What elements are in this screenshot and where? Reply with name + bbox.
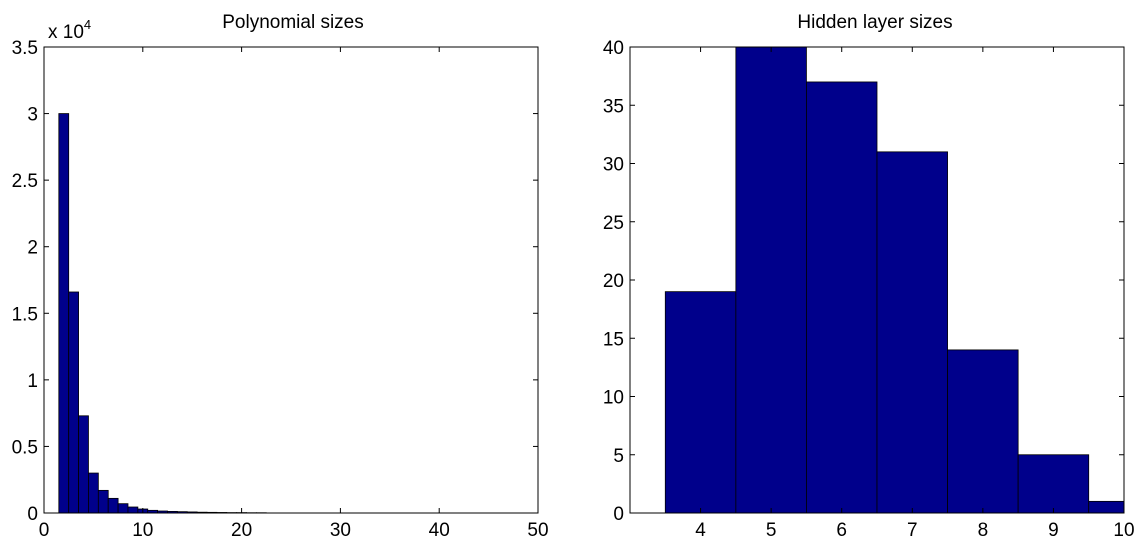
histogram-bar <box>97 489 109 514</box>
exponent-label: x 104 <box>48 17 91 43</box>
x-tick-label: 20 <box>231 520 252 541</box>
y-tick-label: 0 <box>27 504 38 525</box>
x-tick-label: 0 <box>39 520 50 541</box>
axes: 0 10 20 30 40 50 0 0.5 1 1.5 2 2.5 3 3.5 <box>12 38 549 541</box>
histogram-bar <box>947 349 1019 514</box>
y-tick-label: 3 <box>27 105 38 126</box>
chart-polynomial-sizes: Polynomial sizes x 104 0 10 20 30 40 50 0 0.5 1 1… <box>12 12 549 541</box>
histogram-bar <box>664 291 737 514</box>
bar-group <box>664 46 1125 514</box>
histogram-bar <box>107 497 119 514</box>
plot-frame <box>43 46 539 514</box>
histogram-bar <box>88 472 99 514</box>
y-tick-label: 2.5 <box>12 171 38 192</box>
histogram-bar <box>735 46 807 514</box>
histogram-bar <box>806 81 878 514</box>
y-tick-label: 5 <box>613 446 624 467</box>
y-tick-label: 30 <box>603 155 624 176</box>
histogram-bar <box>1017 454 1090 514</box>
y-tick-label: 0 <box>613 504 624 525</box>
x-tick-label: 5 <box>766 520 777 541</box>
histogram-bar <box>876 151 948 514</box>
x-tick-label: 4 <box>695 520 706 541</box>
y-tick-label: 40 <box>603 38 624 59</box>
axes-box <box>629 46 1125 514</box>
histogram-bar <box>117 503 129 514</box>
x-tick-label: 10 <box>1113 520 1134 541</box>
x-tick-label: 50 <box>527 520 548 541</box>
y-tick-label: 15 <box>603 329 624 350</box>
histogram-bar <box>127 506 139 514</box>
x-tick-label: 30 <box>330 520 351 541</box>
y-tick-label: 2 <box>27 238 38 259</box>
axes: 4 5 6 7 8 9 10 0 5 10 15 20 25 30 35 40 <box>603 38 1135 541</box>
y-tick-label: 10 <box>603 388 624 409</box>
histogram-bar <box>78 415 89 514</box>
y-tick-label: 0.5 <box>12 437 38 458</box>
y-tick-label: 3.5 <box>12 38 38 59</box>
chart-hidden-layer-sizes: Hidden layer sizes 4 5 6 7 8 9 10 0 5 10 15 20 25 30 3… <box>603 12 1135 541</box>
x-tick-label: 6 <box>836 520 847 541</box>
y-tick-label: 20 <box>603 271 624 292</box>
histogram-bar <box>68 291 79 514</box>
chart-title: Polynomial sizes <box>222 12 364 33</box>
histogram-bar <box>1088 500 1125 514</box>
y-tick-label: 1.5 <box>12 304 38 325</box>
x-tick-label: 10 <box>132 520 153 541</box>
x-tick-label: 7 <box>907 520 918 541</box>
x-tick-label: 40 <box>429 520 450 541</box>
x-tick-label: 8 <box>978 520 989 541</box>
histogram-bar <box>58 113 70 514</box>
x-tick-label: 9 <box>1048 520 1059 541</box>
y-tick-label: 1 <box>27 371 38 392</box>
axes-box <box>43 46 539 514</box>
chart-title: Hidden layer sizes <box>797 12 952 33</box>
y-tick-label: 35 <box>603 96 624 117</box>
y-tick-label: 25 <box>603 213 624 234</box>
